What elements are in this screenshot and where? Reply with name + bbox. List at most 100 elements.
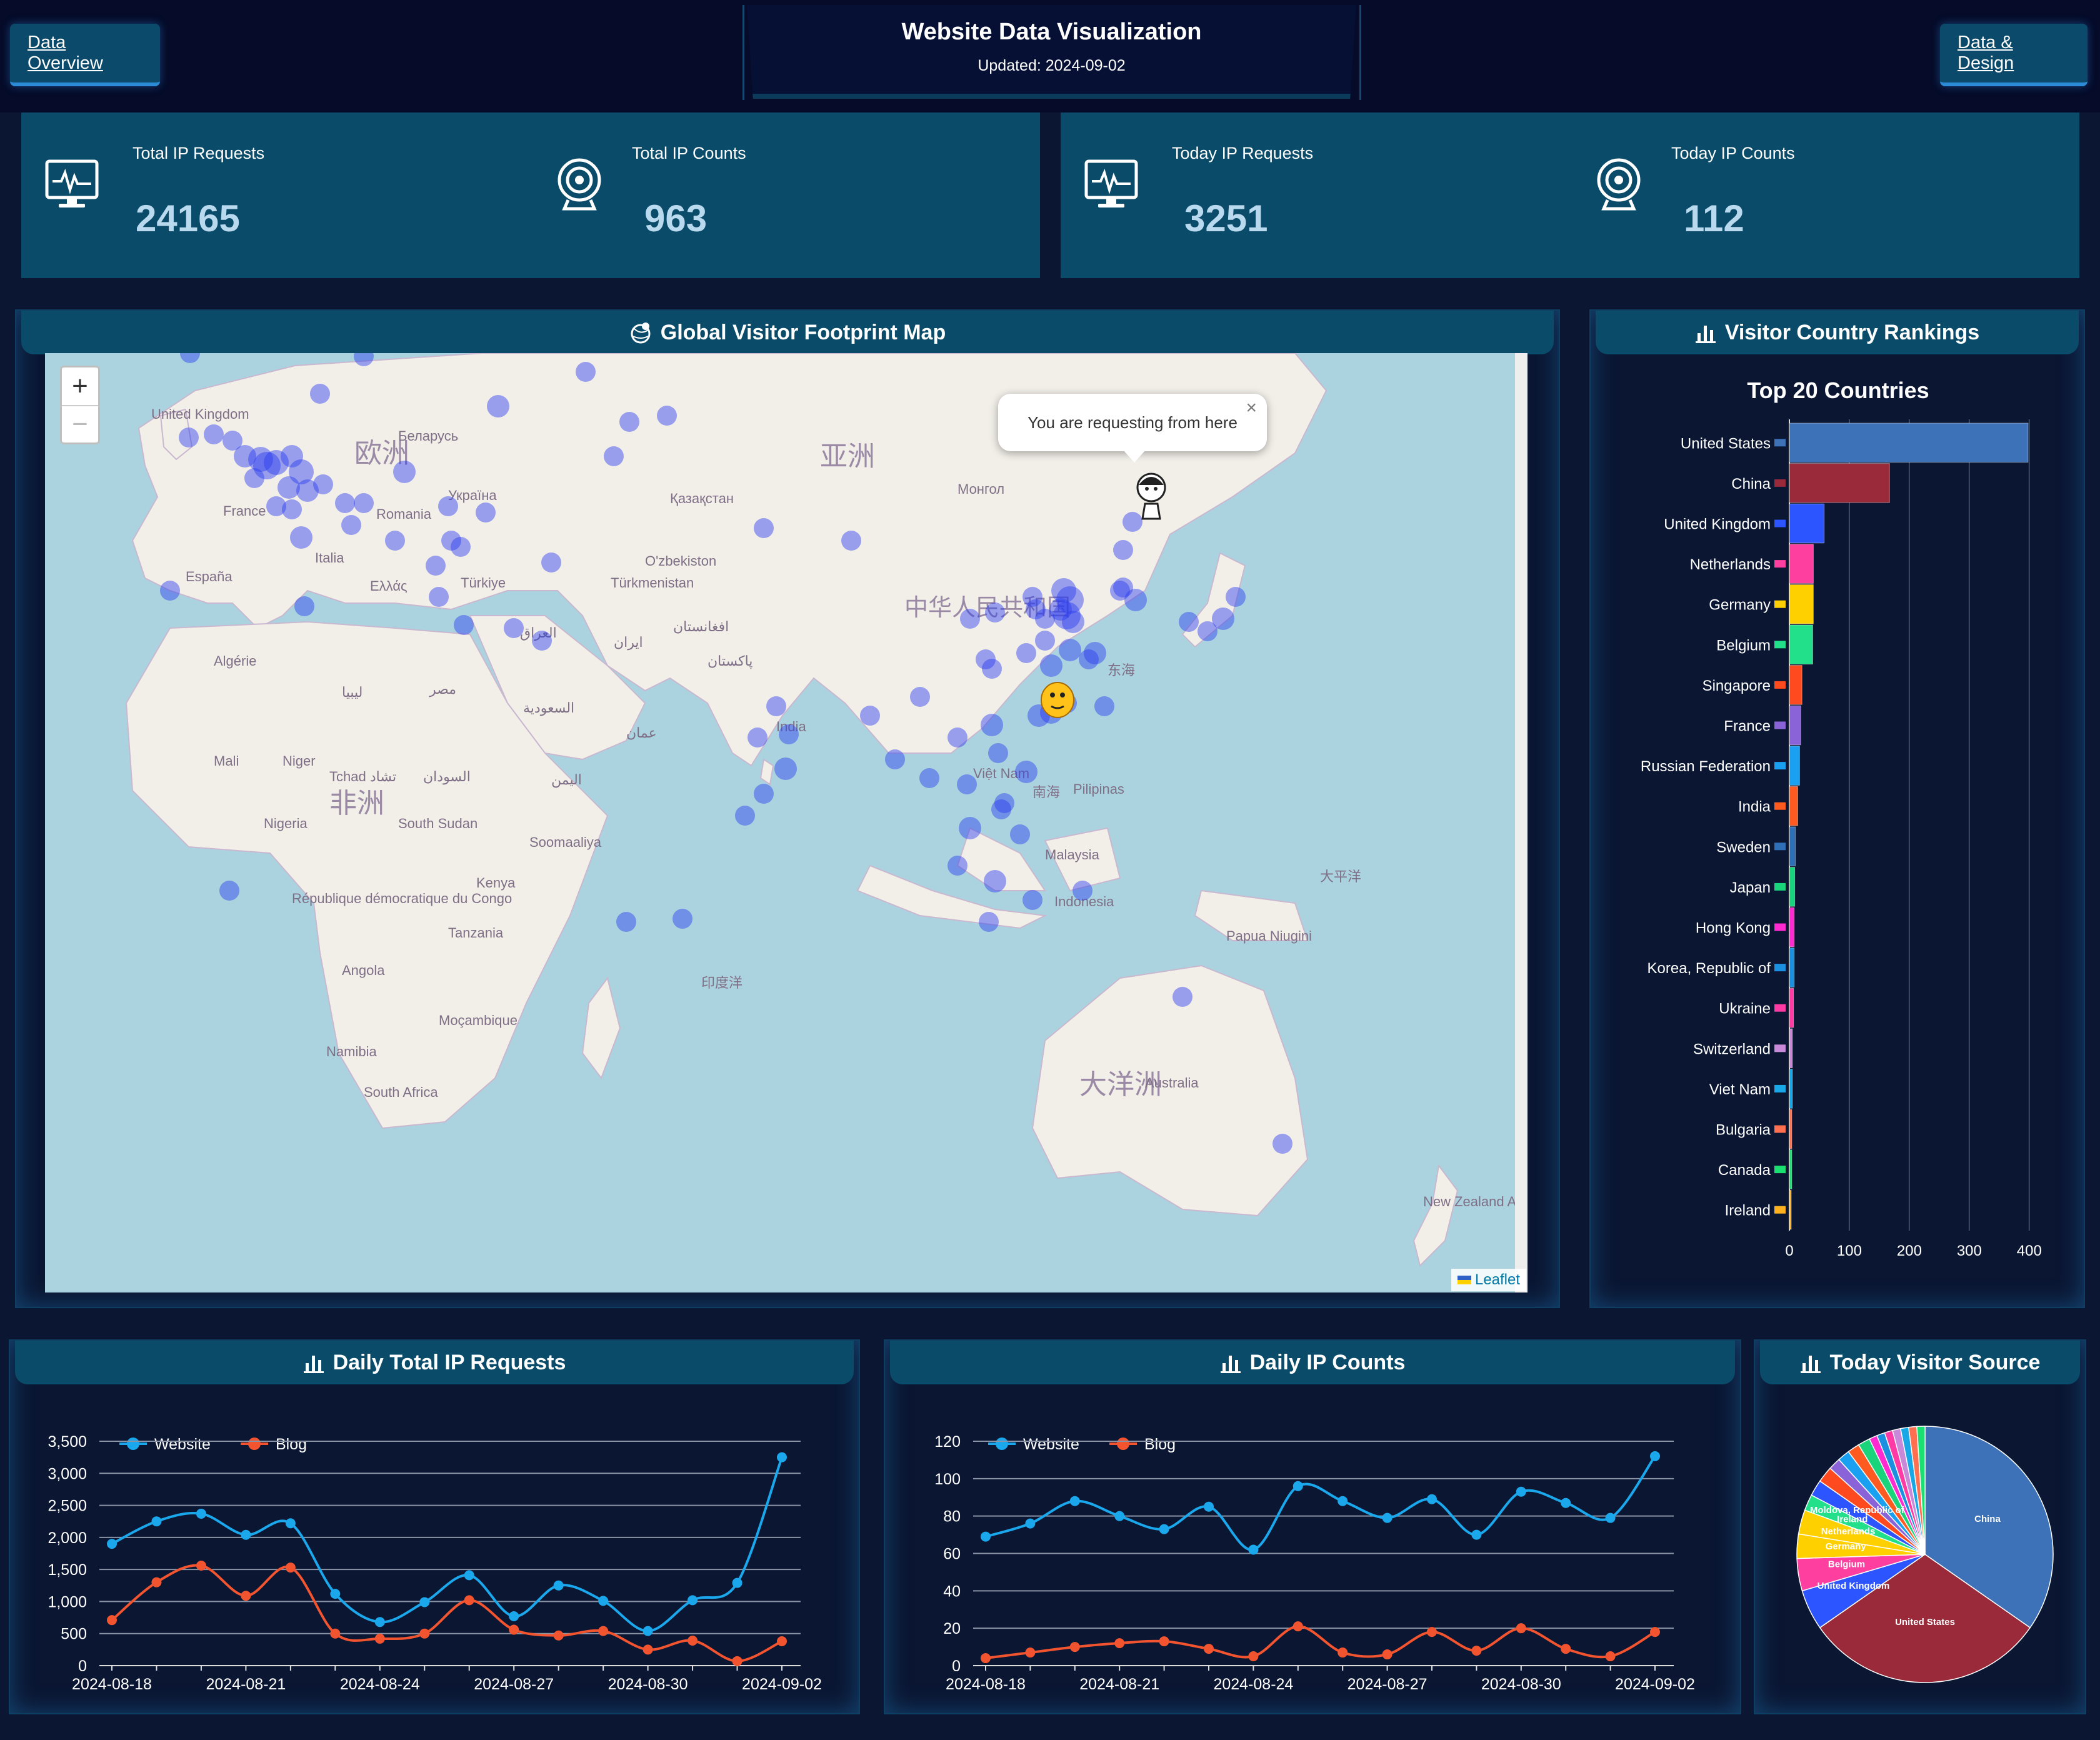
visitor-dot: [754, 784, 774, 804]
data-point[interactable]: [1516, 1623, 1526, 1634]
data-point[interactable]: [1025, 1518, 1036, 1529]
data-point[interactable]: [464, 1570, 474, 1581]
data-point[interactable]: [419, 1628, 430, 1639]
data-point[interactable]: [1650, 1451, 1660, 1461]
visitor-dot: [1022, 587, 1042, 607]
data-point[interactable]: [732, 1656, 742, 1666]
data-point[interactable]: [107, 1615, 117, 1626]
data-point[interactable]: [419, 1597, 430, 1608]
data-point[interactable]: [642, 1644, 653, 1655]
map-label: République démocratique du Congo: [292, 891, 512, 906]
data-point[interactable]: [981, 1531, 991, 1542]
data-point[interactable]: [777, 1636, 787, 1647]
data-point[interactable]: [196, 1508, 206, 1519]
data-point[interactable]: [1204, 1501, 1214, 1512]
pie-label: Germany: [1826, 1541, 1867, 1552]
map-scrollbar[interactable]: [1515, 353, 1528, 1292]
data-point[interactable]: [981, 1653, 991, 1664]
data-point[interactable]: [509, 1611, 519, 1622]
zoom-out-button[interactable]: −: [62, 405, 98, 442]
attribution-link[interactable]: Leaflet: [1474, 1271, 1521, 1288]
legend-label[interactable]: Blog: [276, 1436, 307, 1453]
pie-slice[interactable]: [1916, 1426, 1926, 1555]
map-label: Papua Niugini: [1226, 928, 1312, 944]
bar-chart-icon: [1220, 1356, 1241, 1373]
legend-label[interactable]: Website: [154, 1436, 211, 1453]
visitor-dot: [541, 552, 561, 572]
zoom-in-button[interactable]: +: [72, 371, 88, 401]
data-point[interactable]: [1516, 1486, 1526, 1497]
legend-marker: [127, 1438, 139, 1450]
pie-slice[interactable]: [1819, 1554, 2031, 1683]
data-point[interactable]: [1069, 1642, 1080, 1652]
flag-icon: [1774, 762, 1786, 770]
legend-label[interactable]: Website: [1023, 1436, 1079, 1453]
data-point[interactable]: [1025, 1648, 1036, 1658]
data-point[interactable]: [374, 1633, 385, 1644]
land-layer: [125, 353, 1459, 1267]
data-point[interactable]: [151, 1516, 162, 1527]
data-point[interactable]: [598, 1626, 609, 1636]
data-point[interactable]: [642, 1626, 653, 1636]
data-point[interactable]: [777, 1452, 787, 1462]
category-label: Ukraine: [1719, 1001, 1771, 1018]
data-point[interactable]: [509, 1624, 519, 1635]
data-point[interactable]: [1114, 1511, 1125, 1521]
data-point[interactable]: [241, 1591, 251, 1601]
data-point[interactable]: [1471, 1646, 1482, 1656]
data-point[interactable]: [107, 1539, 117, 1549]
data-overview-button[interactable]: Data Overview: [10, 24, 160, 86]
data-point[interactable]: [1605, 1651, 1616, 1662]
data-point[interactable]: [151, 1577, 162, 1588]
data-point[interactable]: [553, 1630, 564, 1641]
data-point[interactable]: [1561, 1498, 1571, 1508]
data-point[interactable]: [598, 1596, 609, 1606]
data-point[interactable]: [285, 1562, 296, 1573]
data-point[interactable]: [1114, 1638, 1125, 1649]
data-point[interactable]: [196, 1560, 206, 1571]
data-point[interactable]: [1382, 1649, 1392, 1660]
data-point[interactable]: [1159, 1524, 1169, 1534]
data-point[interactable]: [1248, 1651, 1259, 1662]
map-label: 非洲: [329, 788, 384, 819]
close-icon[interactable]: ×: [1246, 398, 1257, 418]
visitor-dot: [476, 502, 496, 522]
data-point[interactable]: [1204, 1644, 1214, 1654]
data-point[interactable]: [374, 1617, 385, 1628]
map-label: Algérie: [214, 653, 256, 669]
data-point[interactable]: [330, 1628, 341, 1639]
data-point[interactable]: [1561, 1644, 1571, 1654]
data-point[interactable]: [1471, 1529, 1482, 1540]
data-point[interactable]: [464, 1595, 474, 1606]
mascot-marker[interactable]: [1041, 682, 1074, 718]
data-point[interactable]: [241, 1529, 251, 1540]
data-point[interactable]: [688, 1595, 698, 1606]
data-point[interactable]: [732, 1578, 742, 1588]
world-map[interactable]: United Kingdom 欧洲 Беларусь France Україна Rom…: [45, 353, 1528, 1292]
legend-label[interactable]: Blog: [1144, 1436, 1176, 1453]
data-point[interactable]: [1605, 1512, 1616, 1523]
data-point[interactable]: [1338, 1496, 1348, 1506]
data-point[interactable]: [1650, 1627, 1660, 1638]
data-point[interactable]: [688, 1635, 698, 1646]
data-point[interactable]: [285, 1518, 296, 1529]
pie-slice[interactable]: [1924, 1426, 2054, 1629]
data-point[interactable]: [1069, 1496, 1080, 1506]
current-location-marker[interactable]: [1136, 472, 1166, 520]
data-point[interactable]: [1427, 1627, 1437, 1638]
data-point[interactable]: [1159, 1636, 1169, 1647]
data-point[interactable]: [1248, 1544, 1259, 1555]
data-point[interactable]: [553, 1580, 564, 1591]
data-point[interactable]: [1292, 1621, 1303, 1632]
data-design-button[interactable]: Data & Design: [1940, 24, 2088, 86]
data-point[interactable]: [1338, 1648, 1348, 1658]
data-point[interactable]: [1382, 1512, 1392, 1523]
data-point[interactable]: [330, 1589, 341, 1599]
map-label: Mali: [214, 753, 239, 769]
data-point[interactable]: [1427, 1494, 1437, 1504]
y-tick-label: 60: [943, 1546, 961, 1563]
y-tick-label: 500: [61, 1626, 87, 1643]
map-attribution[interactable]: Leaflet: [1451, 1269, 1526, 1291]
data-point[interactable]: [1292, 1481, 1303, 1491]
